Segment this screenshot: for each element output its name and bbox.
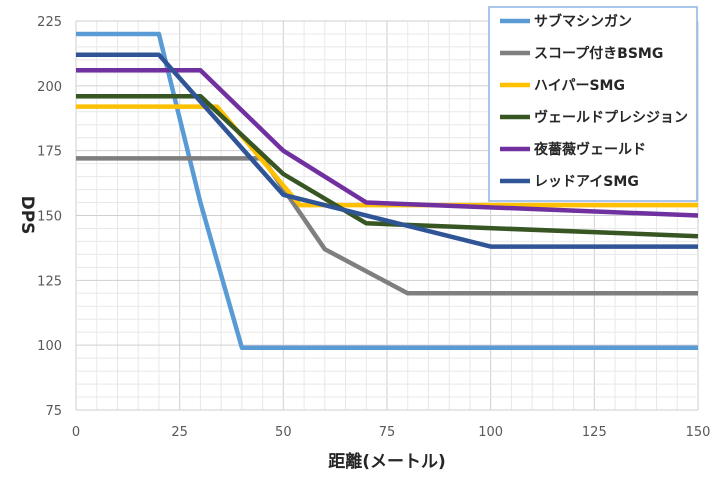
- x-axis-title: 距離(メートル): [328, 451, 446, 472]
- y-tick-label: 125: [37, 274, 62, 289]
- tick-labels: 0 25 50 75 100 125 150 75 100 125 150 175 200 225: [37, 15, 710, 440]
- legend-label: サブマシンガン: [534, 13, 632, 30]
- x-tick-label: 100: [478, 425, 503, 440]
- series-line-4: [76, 93, 699, 239]
- series-line-1: [76, 31, 698, 351]
- y-tick-label: 200: [37, 80, 62, 95]
- x-tick-label: 25: [171, 425, 188, 440]
- x-tick-label: 150: [686, 425, 711, 440]
- series-line-6: [76, 52, 698, 249]
- legend-label: ハイパーSMG: [534, 78, 625, 94]
- y-tick-label: 100: [37, 339, 62, 354]
- y-tick-label: 75: [45, 404, 62, 419]
- legend-label: レッドアイSMG: [534, 174, 639, 190]
- grid: [75, 20, 699, 411]
- legend-label: ヴェールドプレシジョン: [534, 109, 688, 126]
- legend-box: [488, 6, 698, 202]
- x-tick-label: 75: [379, 425, 396, 440]
- x-tick-label: 0: [72, 425, 80, 440]
- y-tick-label: 150: [37, 210, 62, 225]
- legend-label: 夜薔薇ヴェールド: [533, 141, 646, 158]
- x-tick-label: 125: [582, 425, 607, 440]
- y-axis-title: DPS: [17, 196, 37, 235]
- y-tick-label: 225: [37, 15, 62, 30]
- y-tick-label: 175: [37, 145, 62, 160]
- x-tick-label: 50: [275, 425, 292, 440]
- series-line-3: [76, 104, 698, 208]
- legend-label: スコープ付きBSMG: [534, 45, 663, 62]
- series-lines: [76, 31, 699, 351]
- series-line-5: [76, 68, 699, 218]
- series-line-2: [76, 156, 698, 296]
